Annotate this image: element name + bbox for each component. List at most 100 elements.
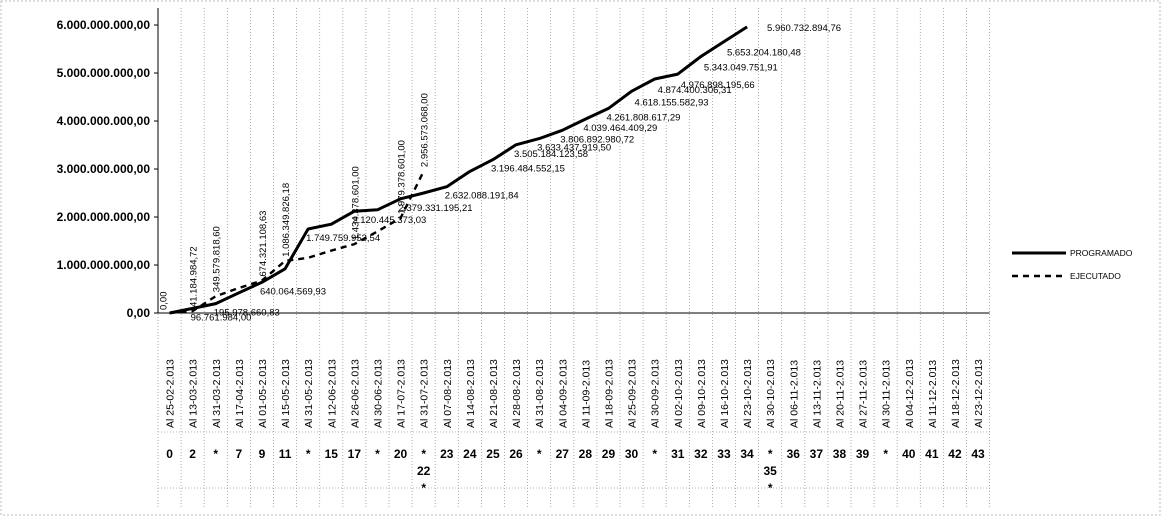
row-label: *	[537, 447, 542, 461]
x-tick-label: Al 17-07-2.013	[396, 359, 408, 428]
x-tick-label: Al 27-11-2.013	[858, 360, 870, 428]
row-label: 17	[348, 447, 362, 461]
row-label: 26	[509, 447, 523, 461]
row-label: *	[421, 481, 426, 495]
row-label: 7	[236, 447, 243, 461]
y-tick-label: 2.000.000.000,00	[57, 210, 151, 224]
row-label: 20	[394, 447, 408, 461]
y-tick-label: 5.000.000.000,00	[57, 66, 151, 80]
data-label: 2.379.331.195,21	[399, 203, 473, 214]
legend: PROGRAMADO EJECUTADO	[1012, 248, 1133, 281]
row-label: 0	[166, 447, 173, 461]
row-label: 9	[259, 447, 266, 461]
x-tick-label: Al 14-08-2.013	[465, 359, 477, 428]
data-label: 4.874.400.306,31	[658, 85, 732, 96]
row-label: *	[213, 447, 218, 461]
x-tick-label: Al 28-08-2.013	[511, 359, 523, 428]
row-label: 35	[763, 464, 777, 478]
row-label: 11	[279, 447, 292, 461]
row-label: 28	[579, 447, 593, 461]
x-tick-label: Al 31-03-2.013	[211, 359, 223, 428]
data-label: 5.653.204.180,48	[727, 48, 801, 59]
y-axis: 0,00 1.000.000.000,00 2.000.000.000,00 3.00…	[57, 8, 159, 320]
data-label: 4.039.464.409,29	[583, 123, 657, 134]
data-label: 640.064.569,93	[260, 286, 326, 297]
row-label: 34	[740, 447, 754, 461]
row-label: 15	[325, 447, 339, 461]
data-label: 5.343.049.751,91	[704, 63, 778, 74]
x-tick-label: Al 17-04-2.013	[234, 359, 246, 428]
x-tick-label: Al 11-09-2.013	[580, 360, 592, 428]
series-lines	[169, 25, 748, 315]
y-tick-label: 6.000.000.000,00	[57, 18, 151, 32]
y-tick-label: 4.000.000.000,00	[57, 114, 151, 128]
row-label: 22	[417, 464, 431, 478]
x-tick-label: Al 06-11-2.013	[788, 360, 800, 428]
data-label: 1.086.349.826,18	[281, 183, 292, 257]
data-label: 3.505.184.123,58	[514, 149, 588, 160]
row-label: 41	[925, 447, 939, 461]
x-axis: Al 25-02-2.013 Al 13-03-2.013 Al 31-03-2.0…	[158, 312, 990, 495]
row-label: 40	[902, 447, 916, 461]
data-label: 96.761.984,00	[191, 312, 252, 323]
x-tick-label: Al 23-12-2.013	[973, 359, 985, 428]
row-label: 39	[856, 447, 870, 461]
row-label: 30	[625, 447, 639, 461]
row-label: 29	[602, 447, 616, 461]
x-tick-label: Al 01-05-2.013	[257, 359, 269, 428]
x-tick-label: Al 16-10-2.013	[719, 359, 731, 428]
x-tick-label: Al 02-10-2.013	[673, 359, 685, 428]
row-label: 25	[486, 447, 500, 461]
x-tick-label: Al 25-02-2.013	[165, 359, 177, 428]
legend-label-programado: PROGRAMADO	[1070, 248, 1133, 258]
row-label: 33	[717, 447, 731, 461]
data-label: 195.978.660,83	[214, 308, 280, 319]
x-tick-label: Al 30-11-2.013	[881, 360, 893, 428]
x-tick-label: Al 13-03-2.013	[188, 359, 200, 428]
series-line-ejecutado	[169, 170, 425, 315]
x-tick-label: Al 31-07-2.013	[419, 359, 431, 428]
x-tick-label: Al 21-08-2.013	[488, 359, 500, 428]
x-tick-label: Al 20-11-2.013	[834, 360, 846, 428]
x-tick-label: Al 23-10-2.013	[742, 359, 754, 428]
row-label: *	[375, 447, 380, 461]
data-label: 2.120.445.373,03	[352, 215, 426, 226]
legend-label-ejecutado: EJECUTADO	[1070, 271, 1121, 281]
row-label: 23	[440, 447, 454, 461]
row-label: 42	[948, 447, 962, 461]
data-label: 1.749.759.953,54	[306, 233, 380, 244]
y-tick-label: 1.000.000.000,00	[57, 258, 151, 272]
data-label: 0,00	[159, 292, 170, 311]
data-label: 3.806.892.980,72	[560, 134, 634, 145]
data-label: 41.184.984,72	[189, 246, 200, 307]
row-label: 2	[189, 447, 196, 461]
data-label: 4.618.155.582,93	[635, 97, 709, 108]
data-label: 3.633.437.919,50	[537, 143, 611, 154]
y-tick-label: 3.000.000.000,00	[57, 162, 151, 176]
x-tick-label: Al 30-10-2.013	[765, 359, 777, 428]
y-tick-label: 0,00	[127, 306, 151, 320]
row-label: 38	[833, 447, 847, 461]
x-tick-label: Al 12-06-2.013	[326, 359, 338, 428]
row-label: 24	[463, 447, 477, 461]
x-tick-label: Al 26-06-2.013	[349, 359, 361, 428]
data-label: 2.632.088.191,84	[445, 191, 519, 202]
x-tick-label: Al 25-09-2.013	[627, 359, 639, 428]
row-label: 31	[671, 447, 685, 461]
data-label: 4.261.808.617,29	[606, 112, 680, 123]
data-label: 5.960.732.894,76	[767, 23, 841, 34]
x-tick-label: Al 30-06-2.013	[372, 359, 384, 428]
x-tick-label: Al 30-09-2.013	[650, 359, 662, 428]
data-label: 1.979.378.601,00	[397, 140, 408, 214]
row-label: 27	[556, 447, 570, 461]
row-label: *	[768, 481, 773, 495]
row-label: *	[306, 447, 311, 461]
series-line-programado	[169, 25, 748, 315]
x-tick-label: Al 07-08-2.013	[442, 359, 454, 428]
data-label: 2.956.573.068,00	[420, 93, 431, 167]
row-label: 32	[694, 447, 708, 461]
row-label: 37	[810, 447, 824, 461]
x-tick-label: Al 11-12-2.013	[927, 360, 939, 428]
